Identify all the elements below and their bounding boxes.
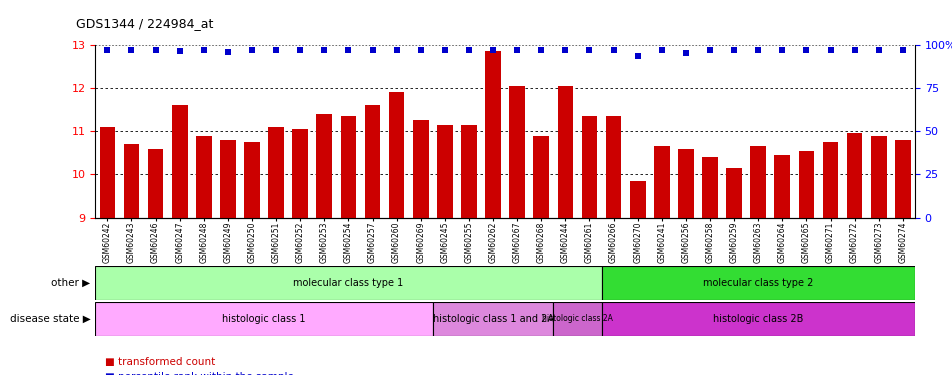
Text: histologic class 2A: histologic class 2A [542, 314, 612, 323]
Point [774, 47, 789, 53]
Bar [601, 266, 914, 300]
Text: histologic class 1 and 2A: histologic class 1 and 2A [432, 314, 553, 324]
Bar [95, 302, 432, 336]
Point [461, 47, 476, 53]
Bar [268, 127, 284, 218]
Point [846, 47, 862, 53]
Point [629, 53, 645, 59]
Bar [244, 142, 260, 218]
Bar [432, 302, 553, 336]
Text: molecular class type 2: molecular class type 2 [703, 278, 812, 288]
Text: ■ percentile rank within the sample: ■ percentile rank within the sample [105, 372, 293, 375]
Text: ■ transformed count: ■ transformed count [105, 357, 215, 367]
Bar [798, 151, 813, 217]
Text: GDS1344 / 224984_at: GDS1344 / 224984_at [76, 17, 213, 30]
Bar [581, 116, 597, 218]
Bar [533, 136, 548, 218]
Point [196, 47, 211, 53]
Point [437, 47, 452, 53]
Point [750, 47, 765, 53]
Point [870, 47, 885, 53]
Bar [388, 93, 404, 218]
Bar [870, 136, 885, 218]
Bar [749, 146, 765, 218]
Point [485, 47, 500, 53]
Text: molecular class type 1: molecular class type 1 [293, 278, 403, 288]
Bar [894, 140, 910, 218]
Bar [629, 181, 645, 218]
Point [316, 47, 331, 53]
Bar [99, 127, 115, 218]
Bar [95, 266, 601, 300]
Bar [196, 136, 211, 218]
Point [341, 47, 356, 53]
Point [798, 47, 813, 53]
Point [244, 47, 259, 53]
Bar [653, 146, 669, 218]
Text: other ▶: other ▶ [51, 278, 90, 288]
Bar [148, 148, 163, 217]
Bar [605, 116, 621, 218]
Point [605, 47, 621, 53]
Point [220, 50, 235, 55]
Bar [846, 134, 862, 218]
Bar [220, 140, 235, 218]
Point [702, 47, 717, 53]
Point [653, 47, 668, 53]
Bar [171, 105, 188, 218]
Text: histologic class 2B: histologic class 2B [712, 314, 803, 324]
Bar [601, 302, 914, 336]
Bar [725, 168, 742, 217]
Bar [553, 302, 601, 336]
Bar [774, 155, 789, 218]
Bar [508, 86, 525, 218]
Point [268, 47, 284, 53]
Point [725, 47, 741, 53]
Bar [292, 129, 307, 218]
Bar [557, 86, 572, 218]
Point [148, 47, 163, 53]
Point [822, 47, 837, 53]
Point [894, 47, 909, 53]
Point [172, 48, 188, 54]
Point [412, 47, 427, 53]
Bar [702, 157, 717, 218]
Bar [316, 114, 332, 218]
Point [678, 50, 693, 56]
Point [557, 47, 572, 53]
Bar [461, 125, 476, 217]
Bar [365, 105, 380, 218]
Text: histologic class 1: histologic class 1 [222, 314, 306, 324]
Point [533, 47, 548, 53]
Point [365, 47, 380, 53]
Point [124, 47, 139, 53]
Point [509, 47, 525, 53]
Point [292, 47, 307, 53]
Bar [822, 142, 838, 218]
Bar [485, 51, 501, 217]
Point [100, 47, 115, 53]
Bar [437, 125, 452, 217]
Bar [412, 120, 428, 218]
Bar [124, 144, 139, 218]
Point [582, 47, 597, 53]
Bar [340, 116, 356, 218]
Point [388, 47, 404, 53]
Bar [677, 148, 693, 217]
Text: disease state ▶: disease state ▶ [10, 314, 90, 324]
